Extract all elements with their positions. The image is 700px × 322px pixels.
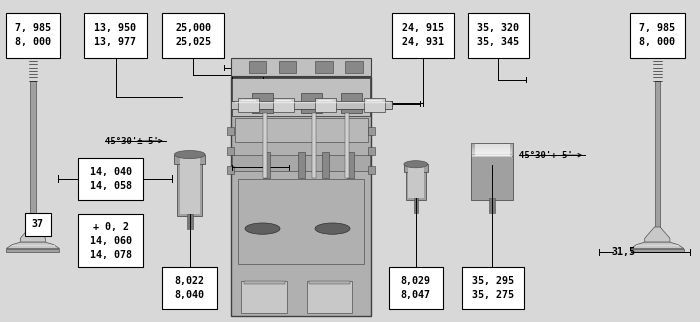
Bar <box>232 78 370 116</box>
Polygon shape <box>20 227 46 242</box>
Ellipse shape <box>174 151 205 159</box>
Text: 25,000
25,025: 25,000 25,025 <box>175 24 211 47</box>
Bar <box>309 281 350 284</box>
Bar <box>279 61 296 73</box>
Bar <box>231 58 371 76</box>
Ellipse shape <box>245 223 280 234</box>
Bar <box>368 147 375 155</box>
FancyBboxPatch shape <box>392 13 454 58</box>
Bar <box>262 113 267 178</box>
Bar <box>315 61 332 73</box>
Bar <box>654 80 660 227</box>
FancyBboxPatch shape <box>162 267 217 309</box>
FancyBboxPatch shape <box>78 158 143 200</box>
Bar <box>364 98 385 112</box>
Bar <box>631 249 684 252</box>
Bar <box>408 166 424 198</box>
Text: 37: 37 <box>32 219 44 229</box>
Text: 31,5: 31,5 <box>611 247 635 257</box>
Bar <box>248 61 266 73</box>
Bar <box>322 152 329 178</box>
Bar <box>273 98 294 112</box>
Bar <box>368 166 375 174</box>
Bar <box>471 143 475 156</box>
FancyBboxPatch shape <box>6 13 60 58</box>
Bar <box>414 198 418 213</box>
Ellipse shape <box>404 161 428 168</box>
Polygon shape <box>645 227 670 242</box>
Bar <box>241 281 287 313</box>
Bar <box>227 166 234 174</box>
Bar <box>238 98 259 112</box>
Text: 45°30'+ 5': 45°30'+ 5' <box>519 151 573 160</box>
Bar <box>345 113 349 178</box>
Bar <box>346 152 354 178</box>
Text: 13, 950
13, 977: 13, 950 13, 977 <box>94 24 136 47</box>
Bar <box>231 101 392 109</box>
Text: 45°30'± 5': 45°30'± 5' <box>105 137 159 146</box>
Bar <box>227 147 234 155</box>
FancyBboxPatch shape <box>468 13 529 58</box>
FancyBboxPatch shape <box>462 267 524 309</box>
Bar <box>471 143 513 156</box>
Bar <box>368 127 375 135</box>
Text: 8,022
8,040: 8,022 8,040 <box>175 276 204 300</box>
Text: 7, 985
8, 000: 7, 985 8, 000 <box>15 24 51 47</box>
Bar <box>187 214 192 229</box>
Bar <box>244 281 285 284</box>
Bar <box>307 281 352 313</box>
Text: 35, 320
35, 345: 35, 320 35, 345 <box>477 24 519 47</box>
Bar <box>6 249 60 252</box>
Bar <box>180 156 200 214</box>
Text: 8,029
8,047: 8,029 8,047 <box>401 276 430 300</box>
Bar <box>406 164 426 200</box>
Text: 7, 985
8, 000: 7, 985 8, 000 <box>639 24 676 47</box>
Bar <box>231 77 371 316</box>
Text: + 0, 2
14, 060
14, 078: + 0, 2 14, 060 14, 078 <box>90 222 132 260</box>
Text: 35, 295
35, 275: 35, 295 35, 275 <box>472 276 514 300</box>
FancyBboxPatch shape <box>84 13 147 58</box>
FancyBboxPatch shape <box>630 13 685 58</box>
Bar <box>315 98 336 112</box>
Text: 14, 040
14, 058: 14, 040 14, 058 <box>90 167 132 191</box>
Bar <box>227 127 234 135</box>
FancyBboxPatch shape <box>78 214 143 267</box>
Bar <box>341 93 362 113</box>
Text: 24, 915
24, 931: 24, 915 24, 931 <box>402 24 444 47</box>
Bar <box>510 143 513 156</box>
Bar <box>252 93 273 113</box>
Bar <box>232 155 370 171</box>
Polygon shape <box>631 242 684 249</box>
Bar <box>312 113 316 178</box>
Bar <box>471 143 513 200</box>
FancyBboxPatch shape <box>162 13 224 58</box>
Bar <box>238 179 364 264</box>
Bar <box>489 198 495 213</box>
Bar <box>404 164 428 172</box>
Bar <box>174 155 205 164</box>
Bar <box>301 93 322 113</box>
Ellipse shape <box>315 223 350 234</box>
Bar <box>30 80 36 227</box>
FancyBboxPatch shape <box>25 213 51 236</box>
Bar <box>234 118 368 142</box>
Bar <box>298 152 304 178</box>
Bar <box>345 61 363 73</box>
Bar <box>177 155 202 216</box>
Polygon shape <box>6 242 60 249</box>
Bar <box>262 152 270 178</box>
FancyBboxPatch shape <box>389 267 443 309</box>
